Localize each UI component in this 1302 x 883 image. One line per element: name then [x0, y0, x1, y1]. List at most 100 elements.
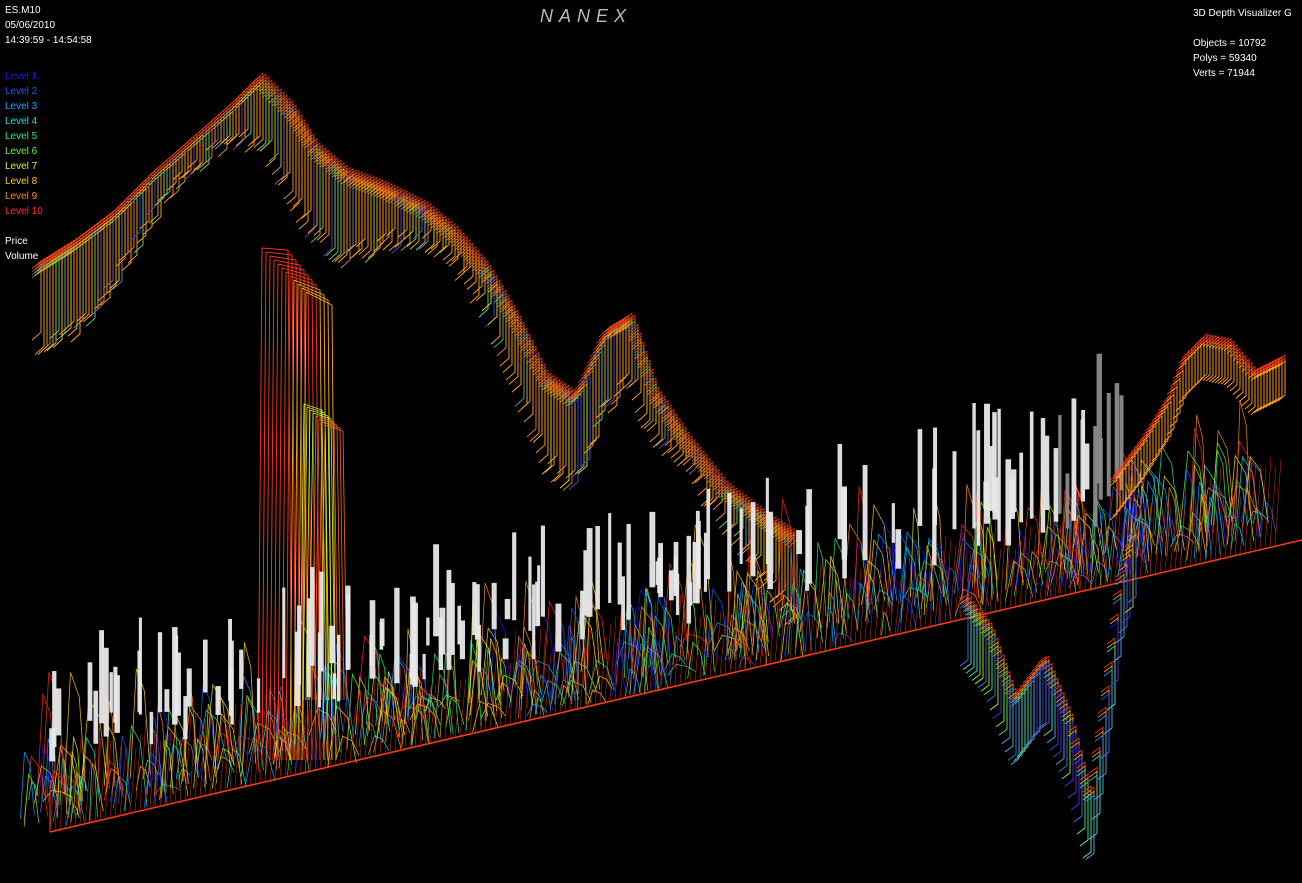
legend-level-10[interactable]: Level 10 [5, 206, 43, 217]
depth-wire [878, 521, 898, 602]
depth-mesh-line [259, 692, 267, 784]
ask-ribbon-segment [550, 387, 561, 483]
depth-wire [652, 596, 671, 670]
price-drop-wireframe [959, 529, 1137, 860]
ask-ribbon-segment [235, 90, 246, 147]
volume-bar [317, 632, 321, 708]
drop-segment [1004, 683, 1014, 753]
ask-ribbon-segment [115, 209, 126, 267]
volume-bar [984, 403, 990, 524]
ask-ribbon-segment [76, 239, 87, 322]
ask-ribbon-segment [391, 196, 402, 254]
ask-ribbon-segment [301, 134, 312, 219]
ask-ribbon-segment [484, 272, 495, 328]
depth-mesh-line [344, 695, 352, 764]
ask-ribbon-segment [148, 176, 159, 224]
depth-mesh-line [959, 555, 967, 620]
ask-ribbon-segment [439, 226, 450, 253]
drop-segment [965, 608, 975, 674]
ask-ribbon-segment [265, 88, 276, 167]
ask-ribbon-segment [553, 386, 564, 482]
legend-level-2[interactable]: Level 2 [5, 86, 38, 97]
depth-wire [70, 804, 80, 823]
volume-bar [649, 511, 656, 588]
ask-ribbon-segment [505, 307, 516, 381]
depth-mesh-line [424, 686, 432, 745]
secondary-spike-frame [317, 421, 345, 701]
volume-bar [767, 511, 773, 590]
drop-segment [1109, 617, 1119, 687]
ask-ribbon-segment [319, 158, 330, 243]
depth-mesh-line [774, 592, 782, 663]
legend-level-7[interactable]: Level 7 [5, 161, 38, 172]
ask-ribbon-segment [268, 85, 279, 162]
ask-ribbon-segment [79, 228, 90, 323]
depth-wire [1105, 485, 1131, 552]
ask-ribbon-segment [445, 231, 456, 265]
ask-ribbon-segment [478, 269, 489, 318]
ask-ribbon-segment [577, 382, 588, 475]
price-channel-label[interactable]: Price [5, 236, 28, 247]
depth-wire [560, 684, 572, 705]
ask-ribbon-segment [241, 84, 252, 142]
depth-mesh-line [399, 692, 407, 751]
ask-ribbon-segment [91, 219, 102, 315]
render-stats-panel: Objects = 10792 Polys = 59340 Verts = 71… [1193, 36, 1266, 81]
depth-wire [1141, 480, 1162, 559]
depth-mesh-line [814, 563, 822, 654]
level-legend: Level 1 Level 2 Level 3 Level 4 Level 5 Level… [5, 69, 43, 219]
legend-level-4[interactable]: Level 4 [5, 116, 38, 127]
depth-mesh-line [914, 574, 922, 631]
depth-wire [938, 562, 951, 624]
legend-level-6[interactable]: Level 6 [5, 146, 38, 157]
drop-segment [1037, 663, 1047, 729]
ask-ribbon-segment [502, 299, 513, 373]
ask-ribbon-segment [538, 378, 549, 463]
depth-mesh-line [909, 553, 917, 632]
ask-ribbon-segment [628, 326, 639, 388]
ask-ribbon-segment [400, 200, 411, 251]
volume-bar [55, 688, 62, 736]
volume-bar [621, 576, 626, 631]
ask-ribbon-segment [466, 255, 477, 290]
depth-mesh-line [559, 642, 567, 714]
ask-ribbon-segment [352, 180, 363, 257]
depth-mesh-line [634, 621, 642, 696]
drop-segment [1037, 659, 1047, 729]
ask-ribbon-segment [568, 399, 579, 490]
legend-level-3[interactable]: Level 3 [5, 101, 38, 112]
depth-wire [1059, 490, 1083, 578]
ask-ribbon-segment [418, 209, 429, 250]
depth-mesh-line [734, 604, 742, 673]
volume-channel-label[interactable]: Volume [5, 251, 39, 262]
depth-mesh-line [609, 615, 617, 702]
depth-wire [778, 594, 796, 628]
depth-wire [260, 710, 284, 755]
ask-ribbon-segment [373, 187, 384, 252]
depth-wire [534, 697, 544, 715]
ask-ribbon-segment [520, 336, 531, 410]
ask-ribbon-segment [541, 381, 552, 475]
legend-level-8[interactable]: Level 8 [5, 176, 38, 187]
ask-ribbon-segment [739, 505, 750, 556]
depth-mesh-line [549, 635, 557, 716]
ask-ribbon-segment [712, 472, 723, 510]
depth-mesh-line [764, 589, 772, 666]
depth-mesh-line [339, 702, 347, 765]
legend-level-1[interactable]: Level 1 [5, 71, 38, 82]
depth-mesh-line [849, 563, 857, 646]
ask-ribbon-segment [268, 91, 279, 162]
ask-ribbon-segment [568, 390, 579, 490]
ask-ribbon-segment [298, 132, 309, 230]
depth-wire [776, 498, 796, 624]
ask-ribbon-segment [634, 350, 645, 413]
ask-ribbon-segment [484, 275, 495, 328]
legend-level-9[interactable]: Level 9 [5, 191, 38, 202]
ask-ribbon-segment [184, 144, 195, 180]
depth-wire [1015, 529, 1030, 588]
ask-ribbon-segment [583, 369, 594, 454]
ask-ribbon-segment [772, 528, 783, 608]
legend-level-5[interactable]: Level 5 [5, 131, 38, 142]
drop-segment [1091, 754, 1101, 820]
